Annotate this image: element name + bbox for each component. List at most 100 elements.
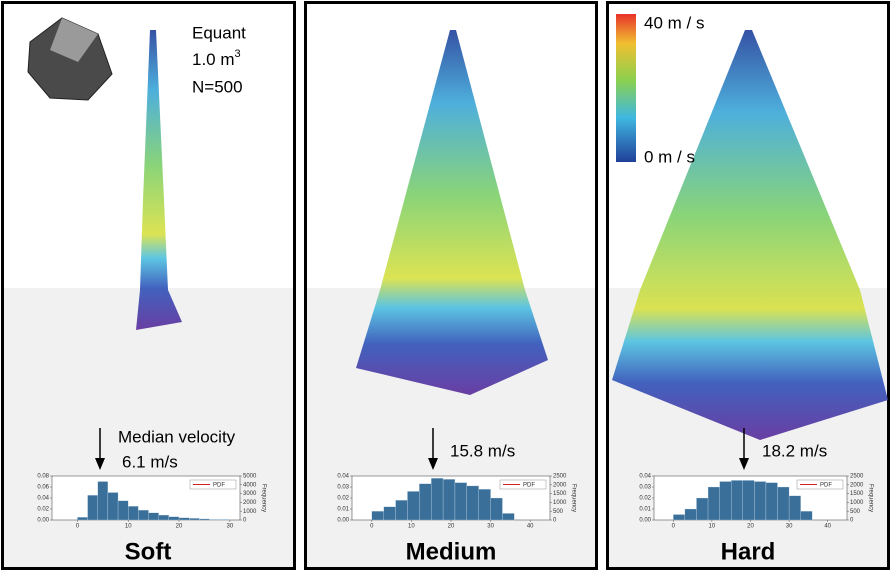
hist-bar (107, 492, 119, 521)
y2-tick-label: 3000 (243, 491, 257, 497)
panel-border (1, 1, 296, 570)
hist-bar (383, 506, 396, 521)
y-tick-label: 0.03 (337, 485, 349, 491)
x-tick-label: 20 (176, 524, 183, 530)
x-tick-label: 20 (448, 524, 455, 530)
panel-hard (606, 1, 890, 570)
arrow-head (428, 458, 438, 470)
arrow-head (739, 458, 749, 470)
panel-title: Medium (406, 538, 497, 565)
hist-bar (478, 489, 491, 521)
x-tick-label: 30 (786, 524, 793, 530)
y-tick-label: 0.08 (37, 474, 49, 480)
panel-soft (1, 1, 296, 570)
ground (2, 288, 295, 569)
hist-bar (490, 497, 503, 521)
hist-bar (788, 495, 801, 521)
block-volume: 1.0 m3 (192, 48, 241, 70)
panel-title: Soft (125, 538, 172, 565)
hist-bar (189, 518, 200, 521)
annotation: 6.1 m/s (122, 452, 178, 471)
annotation: 18.2 m/s (762, 441, 827, 460)
plume (136, 30, 182, 330)
y-tick-label: 0.01 (337, 507, 349, 513)
y-tick-label: 0.00 (337, 518, 349, 524)
annotation: 15.8 m/s (450, 441, 515, 460)
y2-tick-label: 0 (553, 518, 557, 524)
y-tick-label: 0.01 (639, 507, 651, 513)
hist-bar (742, 480, 755, 521)
y2-tick-label: 1000 (553, 500, 567, 506)
y-tick-label: 0.06 (37, 485, 49, 491)
plume (612, 30, 888, 440)
x-tick-label: 0 (76, 524, 80, 530)
hist-bar (684, 508, 697, 521)
block-count: N=500 (192, 77, 243, 96)
hist-bar (178, 517, 190, 521)
y2-tick-label: 0 (850, 518, 854, 524)
y2-tick-label: 4000 (243, 482, 257, 488)
volume-value: 1.0 m (192, 50, 235, 69)
x-tick-label: 30 (226, 524, 233, 530)
hist-bar (395, 500, 408, 521)
x-tick-label: 0 (370, 524, 374, 530)
y2-tick-label: 2000 (850, 482, 864, 488)
hist-bar (707, 486, 720, 521)
legend-label: PDF (820, 483, 832, 489)
hist-bar (800, 511, 813, 521)
hist-bar (97, 481, 109, 521)
hist-bar (128, 506, 139, 521)
hist-bar (431, 478, 444, 521)
x-tick-label: 10 (408, 524, 415, 530)
x-tick-label: 40 (824, 524, 831, 530)
hist-bar (502, 513, 515, 521)
y2-axis-label: Frequency (260, 484, 266, 512)
y2-tick-label: 1000 (850, 500, 864, 506)
y-tick-label: 0.03 (639, 485, 651, 491)
panel-medium (304, 1, 598, 570)
hist-bar (419, 483, 432, 521)
y-tick-label: 0.04 (337, 474, 349, 480)
y2-tick-label: 1500 (850, 491, 864, 497)
panel-title: Hard (721, 538, 776, 565)
hist-bar (466, 485, 479, 521)
hist-bar (454, 482, 467, 521)
x-tick-label: 0 (672, 524, 676, 530)
y2-tick-label: 2500 (553, 474, 567, 480)
x-tick-label: 10 (125, 524, 132, 530)
hist-bar (199, 518, 210, 521)
y-tick-label: 0.02 (639, 496, 651, 502)
y-tick-label: 0.04 (37, 496, 49, 502)
y-tick-label: 0.00 (639, 518, 651, 524)
y-tick-label: 0.00 (37, 518, 49, 524)
colorbar-min-label: 0 m / s (644, 147, 695, 166)
hist-bar (765, 482, 778, 521)
block-face (50, 18, 98, 62)
y2-tick-label: 500 (850, 509, 861, 515)
colorbar (616, 14, 636, 162)
legend-label: PDF (523, 483, 535, 489)
x-tick-label: 40 (527, 524, 534, 530)
x-tick-label: 30 (487, 524, 494, 530)
y-tick-label: 0.04 (639, 474, 651, 480)
panel-border (606, 1, 890, 570)
plume (356, 30, 548, 395)
y2-tick-label: 1000 (243, 509, 257, 515)
arrow-head (95, 458, 105, 470)
y2-axis-label: Frequency (570, 484, 576, 512)
legend-label: PDF (213, 483, 225, 489)
hist-bar (138, 509, 149, 521)
hist-bar (117, 500, 129, 521)
volume-exponent: 3 (235, 48, 241, 60)
colorbar-max-label: 40 m / s (644, 13, 704, 32)
panel-border (304, 1, 598, 570)
hist-bar (731, 480, 743, 521)
y2-tick-label: 2500 (850, 474, 864, 480)
x-tick-label: 10 (709, 524, 716, 530)
hist-bar (673, 514, 686, 521)
y2-tick-label: 500 (553, 509, 564, 515)
y2-axis-label: Frequency (867, 484, 873, 512)
hist-bar (158, 514, 170, 521)
